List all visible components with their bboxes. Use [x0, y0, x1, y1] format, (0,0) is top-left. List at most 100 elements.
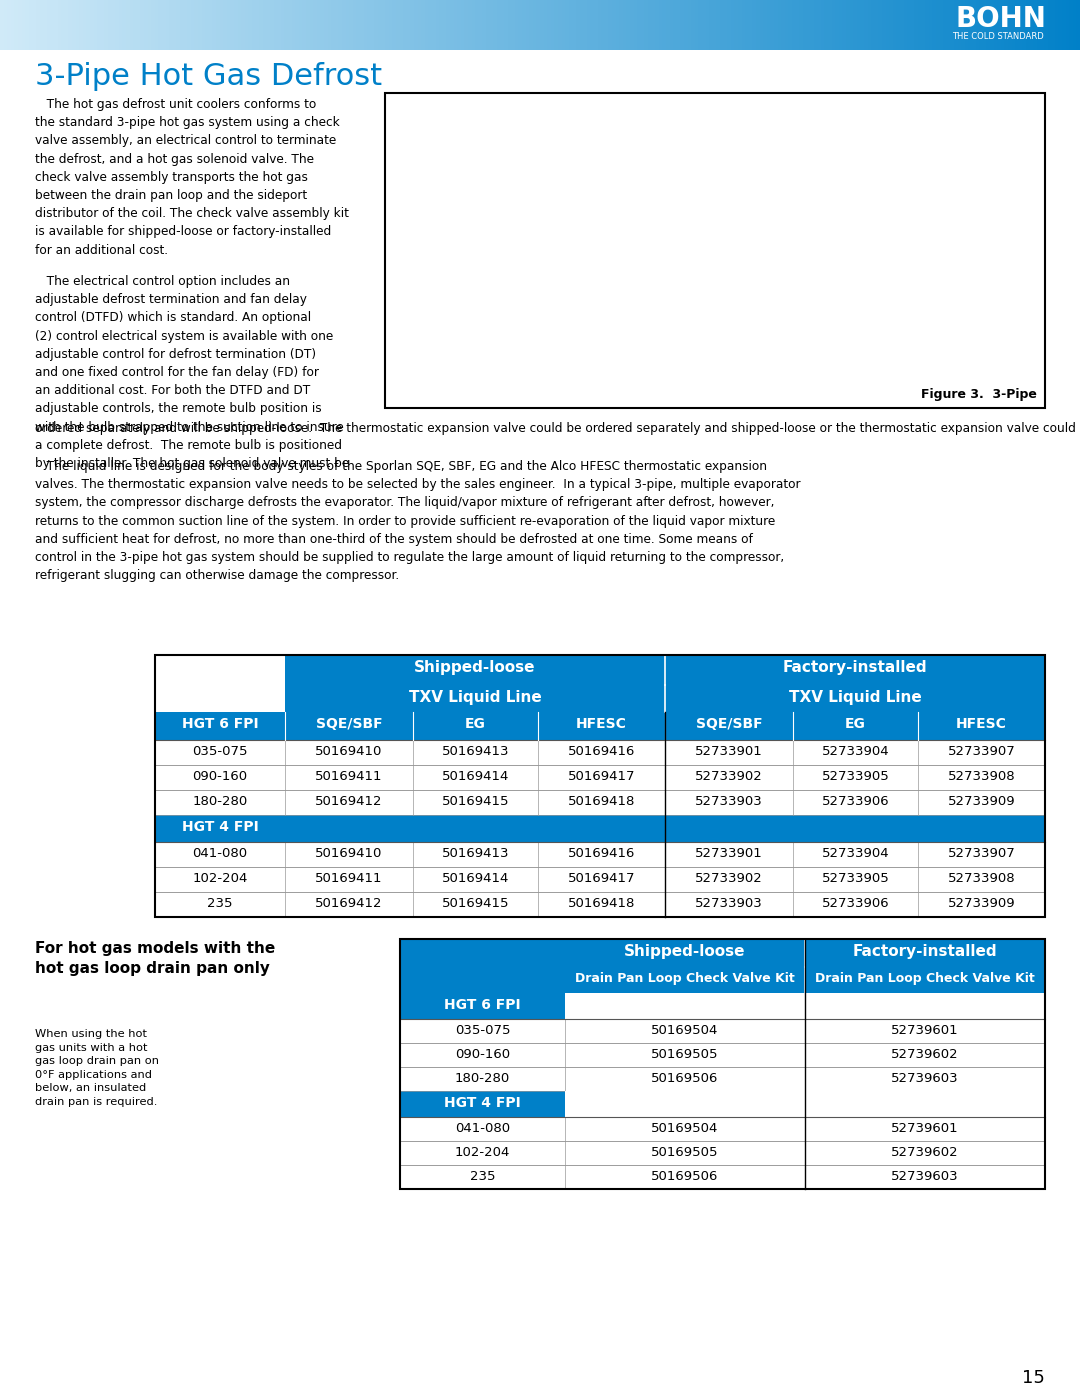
Text: SQE/SBF: SQE/SBF: [696, 717, 762, 731]
Bar: [640, 0, 645, 50]
Bar: [468, 0, 472, 50]
Text: 52733909: 52733909: [947, 897, 1015, 909]
Bar: [335, 0, 338, 50]
Bar: [273, 0, 278, 50]
Text: 235: 235: [207, 897, 233, 909]
Bar: [839, 0, 842, 50]
Text: Figure 3.  3-Pipe: Figure 3. 3-Pipe: [921, 388, 1037, 401]
Bar: [677, 0, 680, 50]
Text: 52733908: 52733908: [947, 770, 1015, 782]
Bar: [807, 0, 810, 50]
Bar: [767, 0, 770, 50]
Bar: [666, 0, 670, 50]
Bar: [958, 0, 961, 50]
Bar: [980, 0, 983, 50]
Bar: [893, 0, 896, 50]
Text: 52733902: 52733902: [696, 770, 762, 782]
Bar: [910, 0, 915, 50]
Bar: [252, 0, 256, 50]
Text: The electrical control option includes an
adjustable defrost termination and fan: The electrical control option includes a…: [35, 275, 349, 469]
Bar: [745, 0, 748, 50]
Text: 52733906: 52733906: [822, 897, 889, 909]
Text: HFESC: HFESC: [576, 717, 626, 731]
Bar: [324, 0, 327, 50]
Bar: [986, 0, 990, 50]
Text: The liquid line is designed for the body styles of the Sporlan SQE, SBF, EG and : The liquid line is designed for the body…: [35, 460, 800, 583]
Bar: [612, 0, 616, 50]
Bar: [623, 0, 626, 50]
Bar: [586, 0, 591, 50]
Bar: [504, 0, 508, 50]
Bar: [889, 0, 893, 50]
Bar: [227, 0, 230, 50]
Bar: [216, 0, 219, 50]
Bar: [400, 939, 1045, 1189]
Bar: [580, 0, 583, 50]
Bar: [1015, 0, 1018, 50]
Bar: [43, 0, 46, 50]
Bar: [576, 0, 580, 50]
Bar: [878, 0, 882, 50]
Text: Shipped-loose: Shipped-loose: [415, 659, 536, 675]
Text: 50169415: 50169415: [442, 897, 510, 909]
Bar: [79, 0, 83, 50]
Bar: [302, 0, 306, 50]
Text: 50169412: 50169412: [315, 795, 382, 807]
Bar: [400, 0, 403, 50]
Bar: [288, 0, 292, 50]
Bar: [213, 0, 216, 50]
Bar: [429, 0, 432, 50]
Bar: [828, 0, 832, 50]
Bar: [122, 0, 126, 50]
Bar: [932, 0, 936, 50]
Bar: [400, 939, 1045, 967]
Bar: [310, 0, 313, 50]
Text: TXV Liquid Line: TXV Liquid Line: [788, 690, 921, 705]
Bar: [943, 0, 947, 50]
Bar: [457, 0, 461, 50]
Bar: [1066, 0, 1069, 50]
Text: 52739601: 52739601: [891, 1024, 959, 1037]
Bar: [281, 0, 284, 50]
Bar: [111, 0, 116, 50]
Bar: [360, 0, 364, 50]
Bar: [3, 0, 8, 50]
Bar: [558, 0, 562, 50]
Bar: [461, 0, 464, 50]
Text: 50169417: 50169417: [568, 872, 635, 886]
Bar: [432, 0, 435, 50]
Bar: [994, 0, 997, 50]
Bar: [29, 0, 32, 50]
Text: 52733905: 52733905: [822, 872, 889, 886]
Bar: [975, 0, 980, 50]
Bar: [162, 0, 165, 50]
Bar: [400, 1091, 1045, 1118]
Bar: [259, 0, 262, 50]
Bar: [529, 0, 532, 50]
Bar: [1069, 0, 1072, 50]
Bar: [656, 0, 659, 50]
Bar: [156, 814, 1045, 842]
Text: 52733904: 52733904: [822, 745, 889, 759]
Bar: [475, 0, 478, 50]
Bar: [156, 712, 1045, 740]
Bar: [133, 0, 137, 50]
Text: 52733902: 52733902: [696, 872, 762, 886]
Bar: [778, 0, 781, 50]
Bar: [645, 0, 648, 50]
Bar: [562, 0, 565, 50]
Bar: [62, 0, 65, 50]
Bar: [108, 0, 111, 50]
Bar: [40, 0, 43, 50]
Bar: [184, 0, 187, 50]
Bar: [774, 0, 778, 50]
Bar: [338, 0, 342, 50]
Bar: [1055, 0, 1058, 50]
Bar: [821, 0, 824, 50]
Bar: [1077, 0, 1080, 50]
Text: 50169411: 50169411: [315, 770, 382, 782]
Bar: [699, 0, 702, 50]
Bar: [156, 655, 1045, 916]
Bar: [651, 0, 656, 50]
Bar: [727, 0, 731, 50]
